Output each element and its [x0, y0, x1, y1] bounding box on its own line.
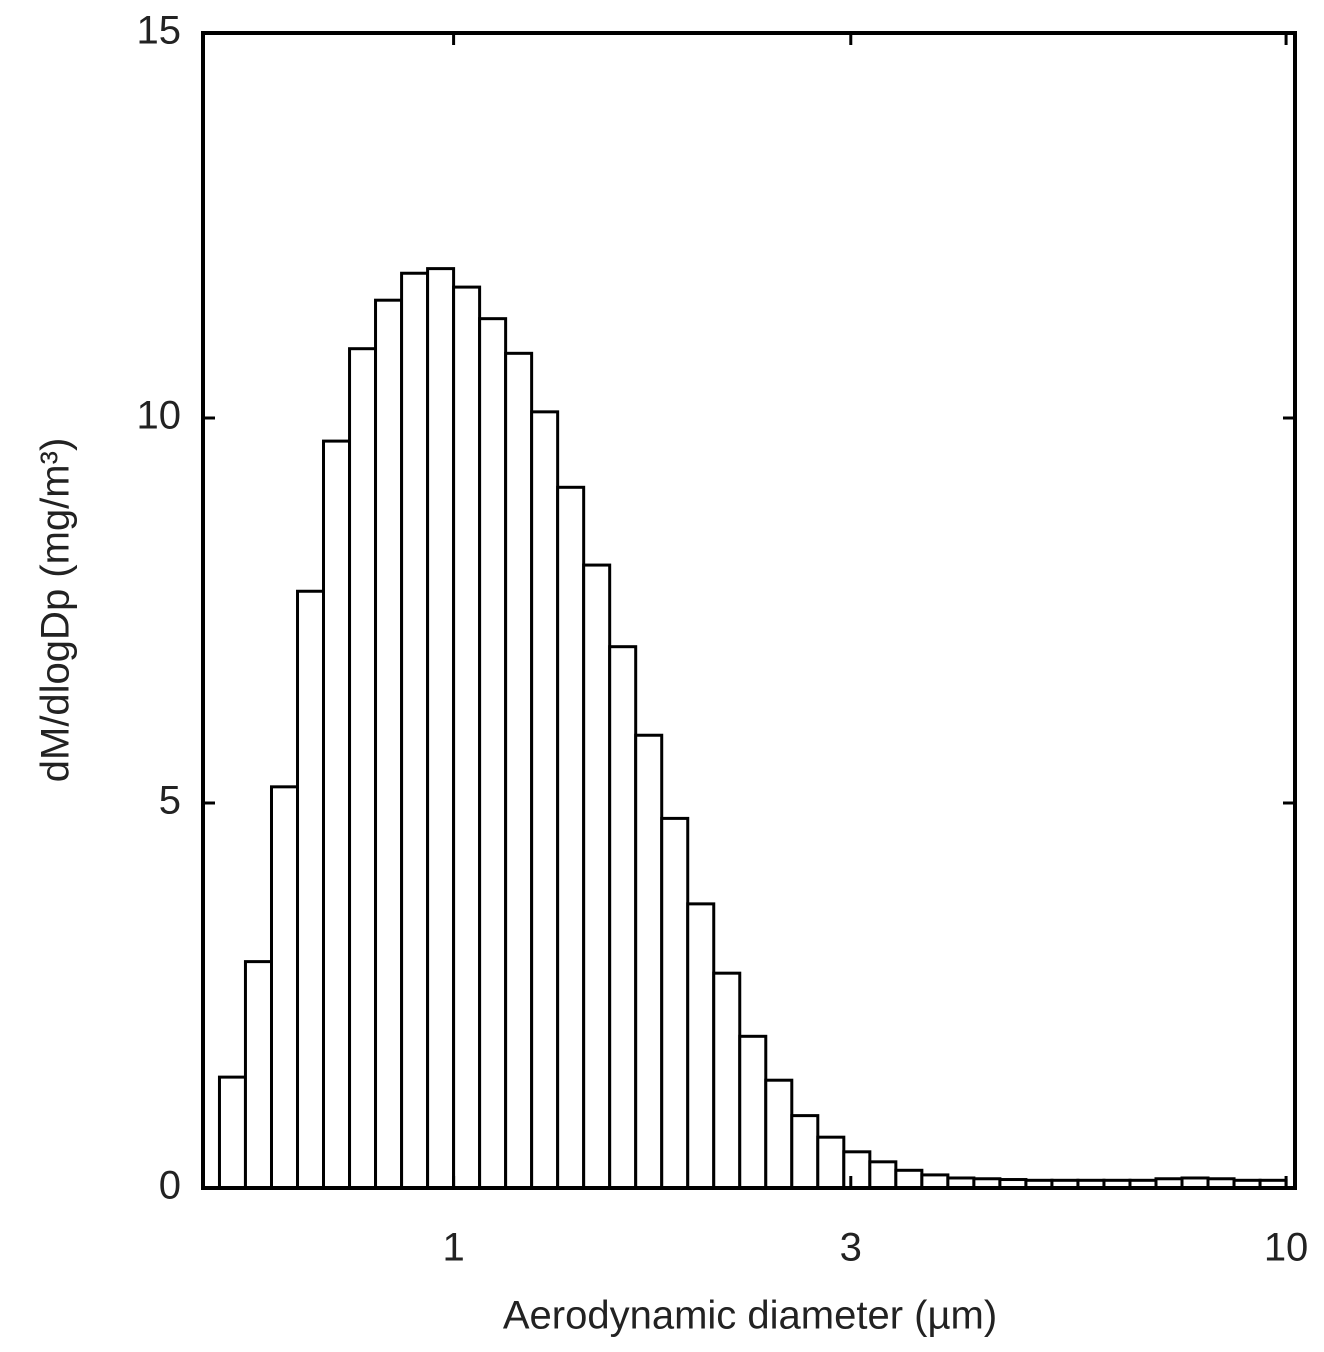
- bar: [894, 1168, 924, 1190]
- bar: [556, 485, 586, 1190]
- plot-frame: [201, 31, 1297, 1190]
- bar: [217, 1075, 247, 1190]
- bar: [634, 733, 664, 1190]
- bar: [452, 285, 482, 1190]
- bar: [582, 563, 612, 1190]
- bar: [478, 317, 508, 1190]
- bar: [660, 816, 690, 1190]
- bar: [504, 351, 534, 1190]
- bar: [348, 347, 378, 1190]
- y-tick-label: 0: [159, 1164, 181, 1208]
- x-axis-label: Aerodynamic diameter (µm): [503, 1294, 997, 1338]
- bar: [426, 267, 456, 1190]
- bar: [738, 1034, 768, 1190]
- y-tick-label: 10: [137, 394, 182, 438]
- x-tick-label: 10: [1264, 1226, 1309, 1270]
- bar: [530, 410, 560, 1190]
- bar: [816, 1135, 846, 1190]
- bar: [764, 1078, 794, 1190]
- y-tick-label: 5: [159, 779, 181, 823]
- bar: [243, 960, 273, 1190]
- bar: [400, 271, 430, 1190]
- bar: [322, 439, 352, 1190]
- bar: [842, 1150, 872, 1190]
- bar: [868, 1160, 898, 1190]
- y-axis-label: dM/dlogDp (mg/m³): [34, 438, 78, 783]
- bar: [296, 589, 326, 1190]
- x-tick-label: 3: [840, 1226, 862, 1270]
- x-tick-label: 1: [442, 1226, 464, 1270]
- bar: [790, 1114, 820, 1190]
- bar: [712, 971, 742, 1190]
- bar: [686, 902, 716, 1190]
- bar: [608, 645, 638, 1190]
- bar: [269, 785, 300, 1190]
- y-tick-label: 15: [137, 9, 182, 53]
- bar: [374, 298, 404, 1190]
